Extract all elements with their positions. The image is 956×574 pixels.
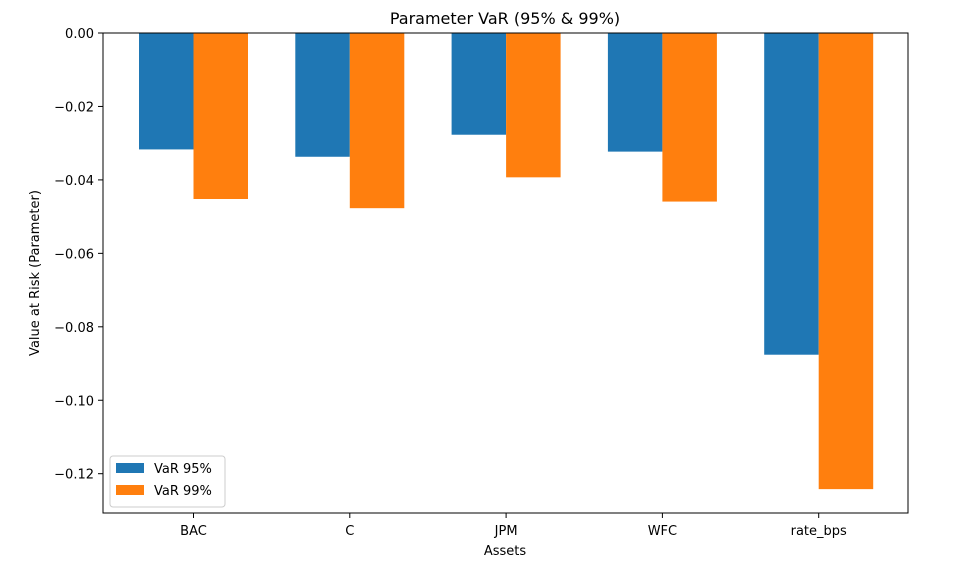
y-tick-label: −0.08 <box>54 321 94 336</box>
bar-var-95-jpm <box>451 33 507 135</box>
x-tick-label: WFC <box>648 524 677 539</box>
y-tick-label: −0.12 <box>54 468 94 483</box>
y-axis-label: Value at Risk (Parameter) <box>28 190 43 356</box>
y-tick-label: −0.10 <box>54 394 94 409</box>
bar-var-99-bac <box>193 33 248 199</box>
legend-swatch-var-95 <box>116 463 144 473</box>
x-tick-label: rate_bps <box>791 524 847 539</box>
legend-swatch-var-99 <box>116 485 144 495</box>
x-axis-label: Assets <box>484 544 527 559</box>
plot-frame <box>102 32 909 514</box>
x-tick-label: C <box>345 524 354 539</box>
x-axis: BAC C JPM WFC rate_bps <box>180 513 847 539</box>
legend: VaR 95% VaR 99% <box>109 455 226 508</box>
bar-var-95-rate-bps <box>764 33 819 355</box>
chart-title: Parameter VaR (95% & 99%) <box>390 9 620 28</box>
bar-var-99-rate-bps <box>818 33 874 490</box>
legend-label-var-95: VaR 95% <box>154 462 212 477</box>
legend-label-var-99: VaR 99% <box>154 484 212 499</box>
bar-var-99-c <box>349 33 405 209</box>
x-tick-label: JPM <box>494 524 518 539</box>
y-tick-label: −0.06 <box>54 247 94 262</box>
bar-var-95-wfc <box>607 33 663 152</box>
bar-var-95-c <box>295 33 350 157</box>
y-axis: 0.00 −0.02 −0.04 −0.06 −0.08 −0.10 −0.12 <box>54 27 103 483</box>
y-tick-label: −0.02 <box>54 100 94 115</box>
bar-var-95-bac <box>139 33 194 150</box>
bars-group <box>139 33 874 490</box>
bar-var-99-wfc <box>662 33 717 202</box>
y-tick-label: 0.00 <box>65 27 94 42</box>
y-tick-label: −0.04 <box>54 174 94 189</box>
bar-var-99-jpm <box>506 33 561 178</box>
x-tick-label: BAC <box>180 524 207 539</box>
